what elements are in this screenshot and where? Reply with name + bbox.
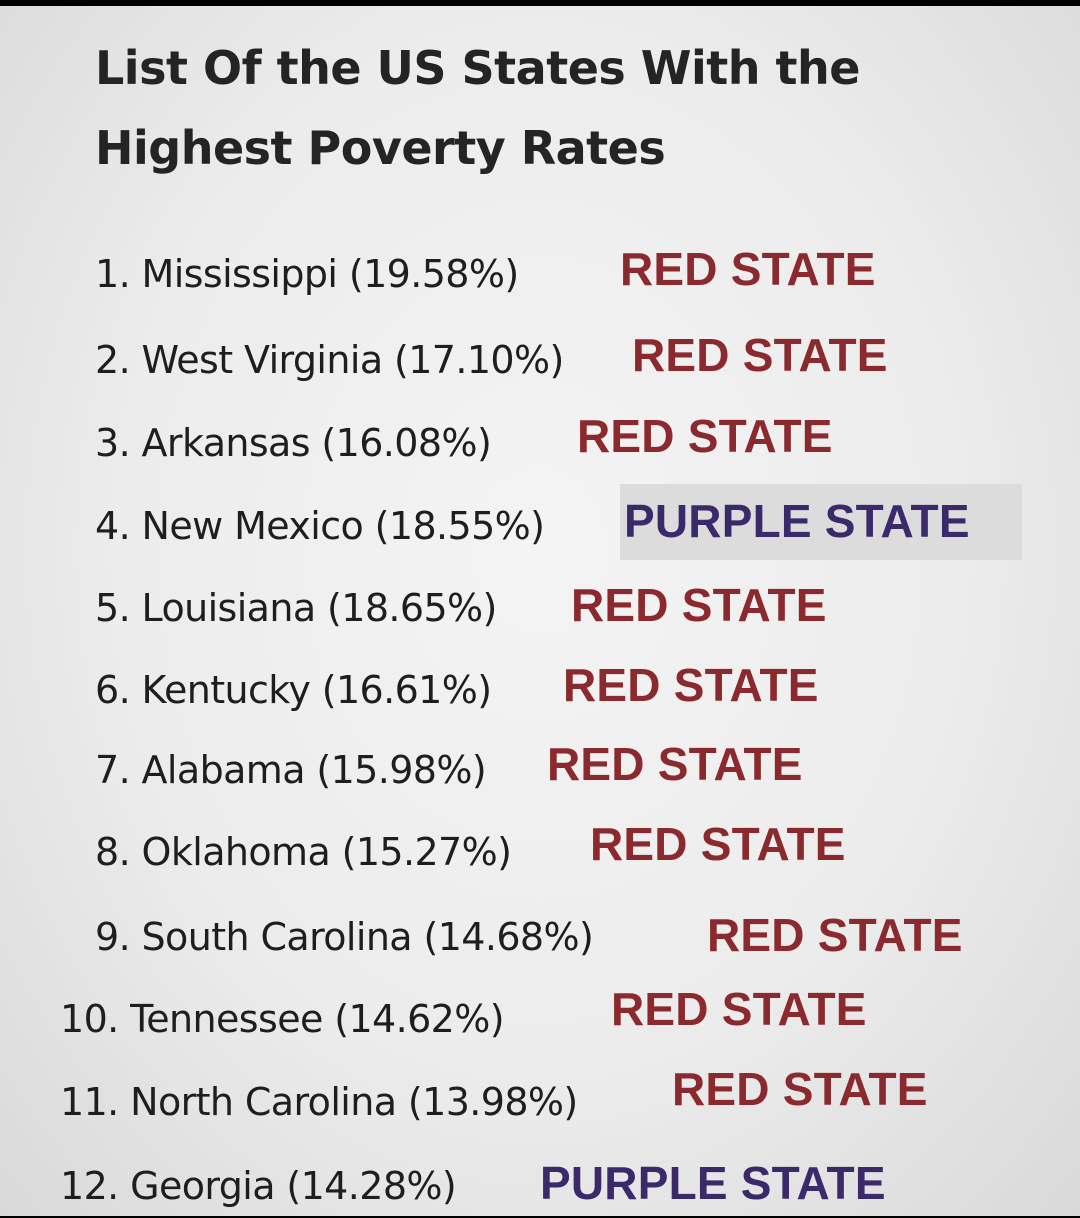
state-entry-text: 6. Kentucky (16.61%) xyxy=(95,668,492,712)
list-item: 4. New Mexico (18.55%) xyxy=(95,496,545,556)
party-tag: RED STATE xyxy=(571,579,827,631)
list-item: 2. West Virginia (17.10%) xyxy=(95,330,564,390)
purple-tag-highlight xyxy=(620,484,1022,560)
party-tag: RED STATE xyxy=(563,659,819,711)
page-title: List Of the US States With the Highest P… xyxy=(95,28,995,188)
list-item: 11. North Carolina (13.98%) xyxy=(60,1072,578,1132)
state-entry-text: 5. Louisiana (18.65%) xyxy=(95,586,497,630)
poverty-list-sheet: List Of the US States With the Highest P… xyxy=(0,6,1080,1216)
party-tag: RED STATE xyxy=(611,983,867,1035)
party-tag: RED STATE xyxy=(590,818,846,870)
state-entry-text: 7. Alabama (15.98%) xyxy=(95,748,487,792)
state-entry-text: 10. Tennessee (14.62%) xyxy=(60,997,505,1041)
state-entry-text: 12. Georgia (14.28%) xyxy=(60,1164,457,1208)
list-item: 9. South Carolina (14.68%) xyxy=(95,907,594,967)
title-line-2: Highest Poverty Rates xyxy=(95,121,666,175)
party-tag: RED STATE xyxy=(577,410,833,462)
title-line-1: List Of the US States With the xyxy=(95,41,860,95)
list-item: 6. Kentucky (16.61%) xyxy=(95,660,492,720)
state-entry-text: 11. North Carolina (13.98%) xyxy=(60,1080,578,1124)
party-tag: PURPLE STATE xyxy=(624,495,970,547)
party-tag: RED STATE xyxy=(620,243,876,295)
party-tag: RED STATE xyxy=(632,329,888,381)
list-item: 8. Oklahoma (15.27%) xyxy=(95,822,512,882)
state-entry-text: 4. New Mexico (18.55%) xyxy=(95,504,545,548)
party-tag: RED STATE xyxy=(672,1063,928,1115)
party-tag: PURPLE STATE xyxy=(540,1157,886,1209)
list-item: 1. Mississippi (19.58%) xyxy=(95,244,519,304)
list-item: 10. Tennessee (14.62%) xyxy=(60,989,505,1049)
list-item: 12. Georgia (14.28%) xyxy=(60,1156,457,1216)
state-entry-text: 1. Mississippi (19.58%) xyxy=(95,252,519,296)
state-entry-text: 3. Arkansas (16.08%) xyxy=(95,421,492,465)
state-entry-text: 2. West Virginia (17.10%) xyxy=(95,338,564,382)
state-entry-text: 8. Oklahoma (15.27%) xyxy=(95,830,512,874)
party-tag: RED STATE xyxy=(707,909,963,961)
state-entry-text: 9. South Carolina (14.68%) xyxy=(95,915,594,959)
list-item: 3. Arkansas (16.08%) xyxy=(95,413,492,473)
party-tag: RED STATE xyxy=(547,738,803,790)
list-item: 7. Alabama (15.98%) xyxy=(95,740,487,800)
list-item: 5. Louisiana (18.65%) xyxy=(95,578,497,638)
